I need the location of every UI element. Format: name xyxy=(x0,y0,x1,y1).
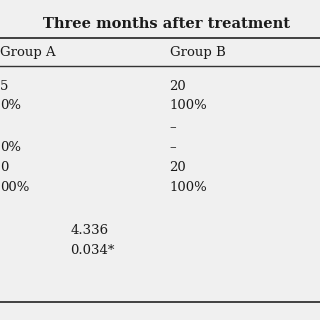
Text: 20: 20 xyxy=(170,161,186,173)
Text: 20: 20 xyxy=(170,80,186,93)
Text: 0%: 0% xyxy=(0,141,21,154)
Text: Group B: Group B xyxy=(170,46,225,59)
Text: 00%: 00% xyxy=(0,181,29,194)
Text: –: – xyxy=(170,122,176,134)
Text: 0.034*: 0.034* xyxy=(70,244,115,257)
Text: Group A: Group A xyxy=(0,46,56,59)
Text: –: – xyxy=(170,141,176,154)
Text: 0%: 0% xyxy=(0,99,21,112)
Text: 4.336: 4.336 xyxy=(70,224,108,237)
Text: 100%: 100% xyxy=(170,99,207,112)
Text: Three months after treatment: Three months after treatment xyxy=(43,17,290,31)
Text: 100%: 100% xyxy=(170,181,207,194)
Text: 5: 5 xyxy=(0,80,8,93)
Text: 0: 0 xyxy=(0,161,8,173)
